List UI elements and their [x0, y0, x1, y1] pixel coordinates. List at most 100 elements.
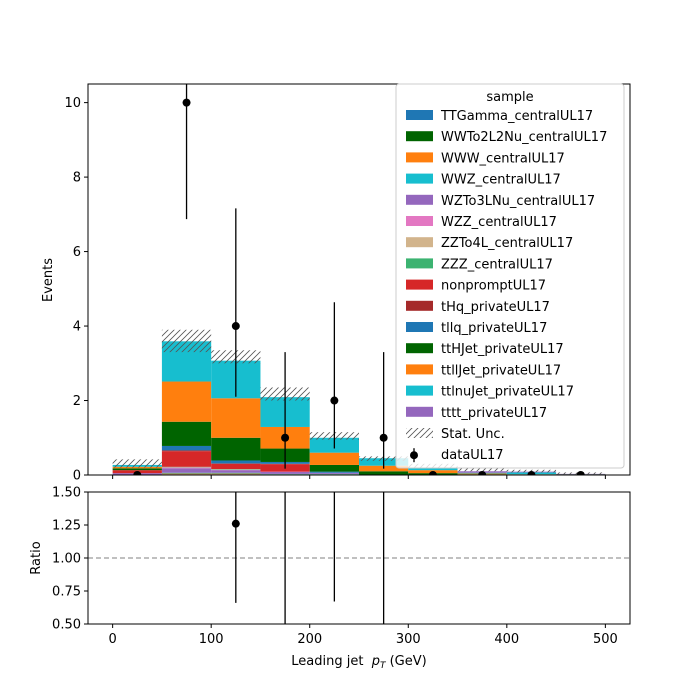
- data-point-7: [478, 471, 487, 475]
- legend-swatch-6: [406, 237, 433, 248]
- ratio-y-tick-label-0: 0.50: [52, 618, 81, 633]
- legend-label-4: WZTo3LNu_centralUL17: [441, 194, 595, 209]
- ratio-y-tick-label-3: 1.25: [52, 519, 81, 534]
- legend-swatch-8: [406, 279, 433, 290]
- data-point-5: [379, 433, 388, 442]
- x-axis-title: Leading jet pT (GeV): [291, 654, 426, 671]
- stat-unc-bin-7: [457, 468, 507, 472]
- bar-11-bin-1: [161, 421, 212, 446]
- legend-swatch-14: [406, 406, 433, 417]
- legend: sample TTGamma_centralUL17 WWTo2L2Nu_cent…: [395, 83, 625, 469]
- legend-swatch-12: [406, 364, 433, 375]
- main-panel: 0 2 4 6 8 10 Events sample TTGamma_centralUL1…: [41, 83, 631, 484]
- legend-swatch-10: [406, 322, 433, 332]
- data-point-4: [330, 396, 339, 405]
- x-tick-label-5: 500: [593, 632, 618, 647]
- x-tick-label-3: 300: [396, 632, 421, 647]
- ratio-panel: 0 100 200 300 400 500 0.50 0.75 1.00 1.25 1.50 Ra…: [29, 486, 631, 671]
- legend-swatch-stat-unc: [406, 428, 433, 438]
- x-tick-label-2: 200: [297, 632, 322, 647]
- legend-items: TTGamma_centralUL17 WWTo2L2Nu_centralUL17…: [406, 109, 607, 463]
- legend-swatch-9: [406, 300, 433, 311]
- stat-unc-bin-1: [161, 329, 212, 353]
- data-point-0: [133, 471, 142, 475]
- main-y-tick-label-0: 0: [73, 469, 81, 484]
- y-axis-title: Events: [41, 258, 56, 302]
- legend-label-0: TTGamma_centralUL17: [440, 109, 593, 124]
- legend-label-11: ttHJet_privateUL17: [441, 342, 564, 357]
- legend-label-5: WZZ_centralUL17: [441, 215, 557, 230]
- x-tick-label-1: 100: [199, 632, 224, 647]
- x-axis-title-p: p: [371, 654, 380, 669]
- x-axis-title-sub: T: [380, 661, 387, 671]
- legend-swatch-2: [406, 152, 433, 163]
- ratio-y-tick-label-2: 1.00: [52, 552, 81, 567]
- bar-4-bin-4: [309, 472, 359, 474]
- main-y-tick-label-2: 4: [73, 320, 81, 335]
- bar-8-bin-2: [211, 463, 261, 470]
- main-x-ticks: [112, 475, 606, 479]
- main-y-tick-label-3: 6: [73, 245, 81, 260]
- bar-11-bin-0: [112, 468, 162, 471]
- ratio-x-ticks: 0 100 200 300 400 500: [108, 624, 618, 647]
- bar-3-bin-2: [211, 472, 261, 474]
- legend-label-14: tttt_privateUL17: [441, 406, 547, 421]
- main-y-tick-label-1: 2: [73, 394, 81, 409]
- legend-swatch-7: [406, 258, 433, 269]
- bar-10-bin-4: [309, 471, 359, 473]
- bar-13-bin-6: [408, 468, 458, 471]
- ratio-y-axis-title: Ratio: [29, 541, 44, 574]
- bar-10-bin-1: [161, 445, 212, 451]
- legend-data-marker: [410, 451, 418, 460]
- legend-label-10: tllq_privateUL17: [441, 321, 547, 336]
- legend-label-2: WWW_centralUL17: [441, 151, 565, 166]
- bar-11-bin-5: [359, 471, 409, 475]
- main-y-tick-label-5: 10: [64, 96, 81, 111]
- bar-9-bin-1: [161, 450, 212, 452]
- legend-label-6: ZZTo4L_centralUL17: [441, 236, 573, 251]
- legend-label-3: WWZ_centralUL17: [441, 173, 561, 188]
- legend-swatch-3: [406, 173, 433, 184]
- legend-swatch-4: [406, 194, 433, 205]
- legend-label-13: ttlnuJet_privateUL17: [441, 385, 574, 400]
- legend-label-8: nonpromptUL17: [441, 279, 546, 294]
- bar-2-bin-1: [161, 473, 212, 475]
- ratio-y-ticks: 0.50 0.75 1.00 1.25 1.50: [52, 486, 88, 633]
- bar-4-bin-1: [161, 468, 212, 473]
- data-point-2: [231, 322, 240, 331]
- legend-swatch-13: [406, 385, 433, 396]
- bar-12-bin-1: [161, 381, 212, 422]
- bar-10-bin-2: [211, 460, 261, 464]
- data-point-9: [576, 471, 585, 475]
- x-axis-title-unit: (GeV): [385, 654, 426, 669]
- data-point-1: [182, 98, 191, 107]
- legend-label-data: dataUL17: [441, 448, 504, 463]
- x-tick-label-4: 400: [494, 632, 519, 647]
- data-point-6: [428, 471, 437, 475]
- main-plot-area: [112, 84, 606, 475]
- bar-12-bin-4: [309, 452, 359, 465]
- legend-swatch-5: [406, 216, 433, 226]
- ratio-point-0: [231, 519, 240, 528]
- legend-label-1: WWTo2L2Nu_centralUL17: [441, 130, 607, 145]
- bar-11-bin-4: [309, 464, 359, 472]
- ratio-point-1: [281, 627, 289, 635]
- bar-4-bin-2: [211, 470, 261, 473]
- bar-5-bin-1: [161, 467, 212, 469]
- bar-4-bin-3: [260, 472, 310, 474]
- bar-3-bin-1: [161, 472, 212, 474]
- main-y-ticks: 0 2 4 6 8 10: [64, 96, 88, 484]
- data-point-3: [281, 433, 290, 442]
- bar-8-bin-1: [161, 451, 212, 467]
- ratio-y-tick-label-4: 1.50: [52, 486, 81, 501]
- x-tick-label-0: 0: [108, 632, 116, 647]
- stat-unc-bin-0: [112, 459, 162, 468]
- legend-frame: [395, 83, 625, 469]
- legend-title: sample: [486, 90, 533, 105]
- main-axes-frame: [87, 83, 631, 476]
- ratio-plot-area: [231, 492, 385, 635]
- main-y-tick-label-4: 8: [73, 171, 81, 186]
- legend-label-9: tHq_privateUL17: [441, 300, 550, 315]
- legend-label-12: ttllJet_privateUL17: [441, 363, 561, 378]
